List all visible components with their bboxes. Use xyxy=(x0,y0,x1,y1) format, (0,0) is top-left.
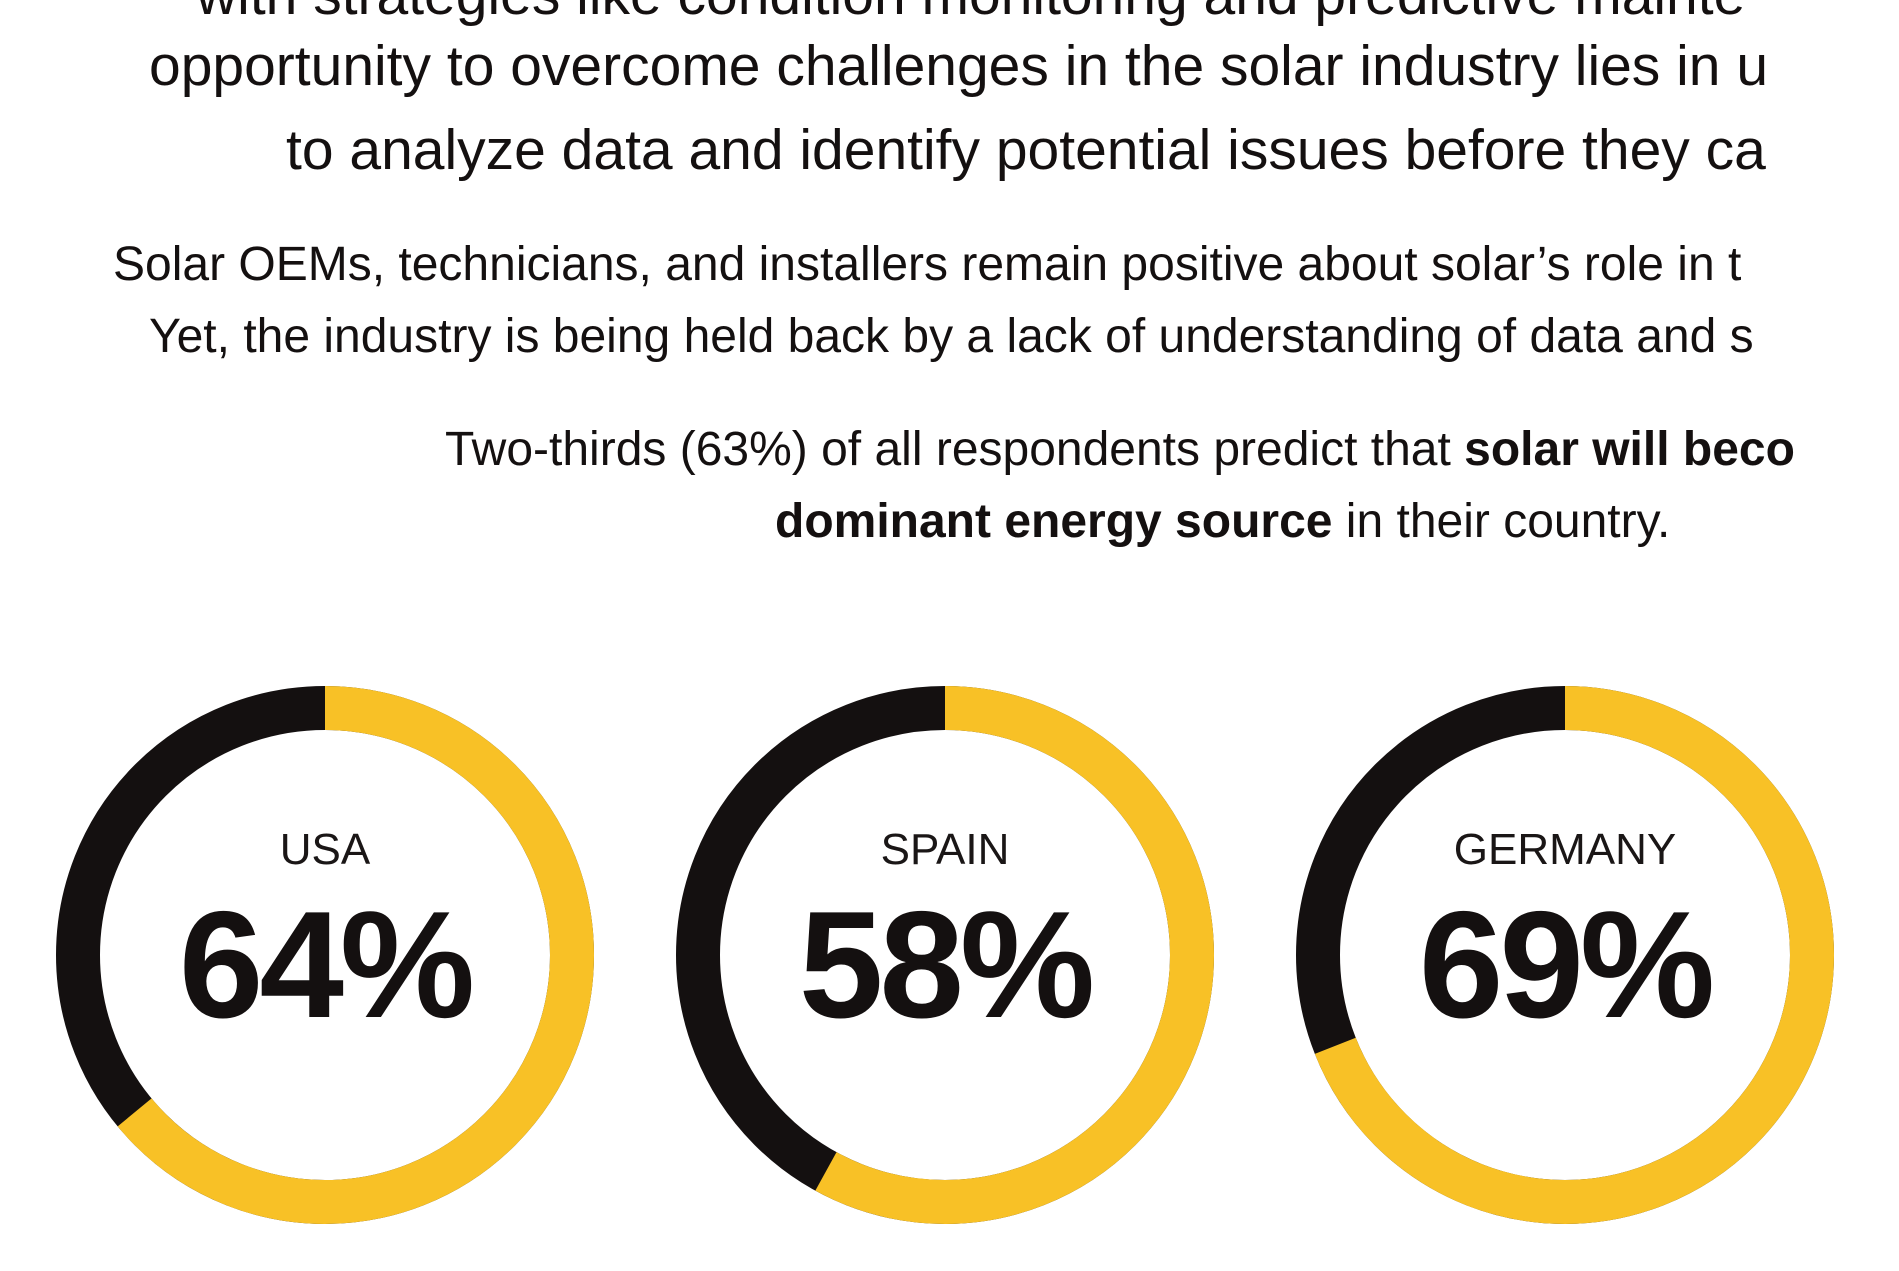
donut-category-label: SPAIN xyxy=(881,825,1010,874)
intro-line: to analyze data and identify potential i… xyxy=(286,118,1766,182)
intro-line: with strategies like condition monitorin… xyxy=(196,0,1745,30)
donut-category-label: GERMANY xyxy=(1454,825,1676,874)
donut-value-arc xyxy=(1296,686,1834,1224)
donut-usa: USA 64% xyxy=(56,686,594,1224)
donut-germany: GERMANY 69% xyxy=(1296,686,1834,1224)
headline-stat-emphasis: solar will beco xyxy=(1464,423,1795,476)
context-line: Solar OEMs, technicians, and installers … xyxy=(113,238,1742,291)
donut-value-label: 69% xyxy=(1419,880,1712,1050)
intro-line: opportunity to overcome challenges in th… xyxy=(149,34,1769,98)
headline-stat-emphasis: dominant energy source xyxy=(775,495,1333,548)
headline-stat-line-2: dominant energy source in their country. xyxy=(775,492,1670,552)
donut-spain: SPAIN 58% xyxy=(676,686,1214,1224)
donut-value-arc xyxy=(676,686,1214,1224)
headline-stat-prefix: Two-thirds (63%) of all respondents pred… xyxy=(445,423,1465,476)
headline-stat-line-1: Two-thirds (63%) of all respondents pred… xyxy=(445,420,1795,480)
donut-value-label: 64% xyxy=(179,880,472,1050)
headline-stat-suffix: in their country. xyxy=(1332,495,1671,548)
donut-value-arc xyxy=(56,686,594,1224)
donut-category-label: USA xyxy=(280,825,371,874)
donut-value-label: 58% xyxy=(799,880,1092,1050)
context-line: Yet, the industry is being held back by … xyxy=(149,310,1754,363)
